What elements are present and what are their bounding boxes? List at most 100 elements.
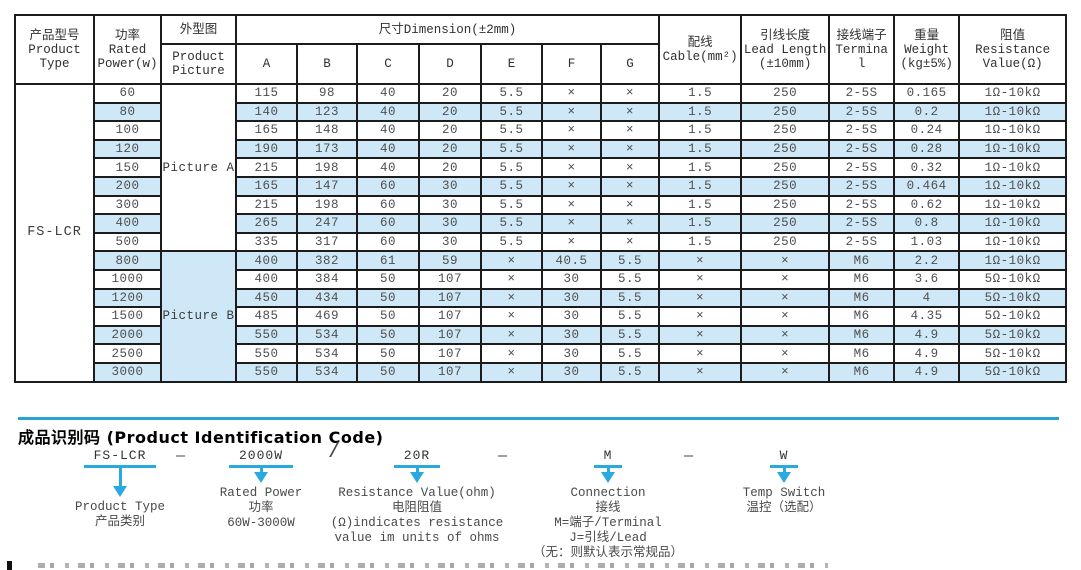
- cell-g: 5.5: [599, 324, 661, 346]
- cell-c: 60: [356, 231, 420, 253]
- code-token-text: FS-LCR: [83, 448, 157, 468]
- cell-lead_length: ×: [740, 306, 831, 327]
- cell-resistance: 1Ω-10kΩ: [958, 138, 1068, 160]
- cell-weight: 0.28: [893, 138, 961, 160]
- cell-lead_length: 250: [740, 138, 831, 160]
- cell-a: 265: [235, 213, 298, 234]
- cell-c: 60: [356, 175, 420, 197]
- cell-c: 60: [356, 213, 420, 234]
- table-row-2000w: 2000 550 534 50 107 × 30 5.5 × × M6 4.9 5Ω-10kΩ: [15, 324, 1068, 346]
- cell-power: 300: [93, 194, 162, 216]
- cell-a: 335: [235, 231, 298, 253]
- cell-a: 550: [235, 361, 298, 383]
- cell-d: 107: [418, 268, 482, 290]
- cell-f: ×: [541, 83, 602, 104]
- cell-weight: 4.9: [893, 343, 961, 364]
- down-arrow-stem: [782, 468, 786, 472]
- code-token-w: W Temp Switch 温控（选配）: [674, 446, 894, 516]
- cell-cable: 1.5: [658, 213, 743, 234]
- header-product-type: 产品型号 Product Type: [14, 14, 95, 85]
- cell-cable: ×: [658, 343, 743, 364]
- header-dim-a: A: [235, 43, 298, 85]
- cell-b: 198: [296, 157, 358, 178]
- table-row-1500w: 1500 485 469 50 107 × 30 5.5 × × M6 4.35 5Ω-10kΩ: [15, 306, 1068, 327]
- cell-e: ×: [480, 306, 543, 327]
- table-row-2500w: 2500 550 534 50 107 × 30 5.5 × × M6 4.9 5Ω-10kΩ: [15, 343, 1068, 364]
- cell-weight: 0.32: [893, 157, 961, 178]
- cell-f: 30: [541, 268, 602, 290]
- cell-c: 40: [356, 120, 420, 141]
- cell-a: 165: [235, 175, 298, 197]
- header-weight: 重量 Weight (kg±5%): [893, 14, 961, 85]
- table-row-80w: 80 140 123 40 20 5.5 × × 1.5 250 2-5S 0.2 1Ω-10kΩ: [15, 101, 1068, 123]
- code-token-labels: Resistance Value(ohm) 电阻阻值 (Ω)indicates re…: [287, 486, 547, 546]
- cell-b: 147: [296, 175, 358, 197]
- code-token-labels: Connection 接线 M=端子/Terminal J=引线/Lead （无：则默认…: [488, 486, 728, 561]
- cell-lead_length: 250: [740, 213, 831, 234]
- header-dim-c: C: [356, 43, 420, 85]
- cell-power: 2500: [93, 343, 162, 364]
- cell-power: 80: [93, 101, 162, 123]
- cell-lead_length: ×: [740, 287, 831, 309]
- token-label-line: 温控（选配）: [746, 501, 822, 515]
- cell-f: ×: [541, 194, 602, 216]
- cell-e: ×: [480, 250, 543, 271]
- cell-d: 107: [418, 361, 482, 383]
- cell-f: ×: [541, 120, 602, 141]
- cell-resistance: 1Ω-10kΩ: [958, 194, 1068, 216]
- cell-power: 1200: [93, 287, 162, 309]
- cell-weight: 1.03: [893, 231, 961, 253]
- code-token-20r: 20R Resistance Value(ohm) 电阻阻值 (Ω)indicates…: [287, 446, 547, 546]
- cell-c: 50: [356, 343, 420, 364]
- cell-f: 30: [541, 287, 602, 309]
- cell-cable: 1.5: [658, 120, 743, 141]
- token-label-line: 60W-3000W: [227, 516, 295, 530]
- token-label-line: Product Type: [74, 500, 165, 514]
- cell-lead_length: ×: [740, 268, 831, 290]
- token-label-line: value im units of ohms: [334, 531, 500, 545]
- cell-terminal: M6: [828, 250, 896, 271]
- cell-terminal: 2-5S: [828, 101, 896, 123]
- header-terminal: 接线端子 Termina l: [828, 14, 896, 85]
- cell-b: 123: [296, 101, 358, 123]
- cell-c: 50: [356, 287, 420, 309]
- header-dim-d: D: [418, 43, 482, 85]
- cell-terminal: M6: [828, 343, 896, 364]
- clipped-footnote-bullet: [7, 561, 12, 570]
- cell-g: 5.5: [599, 306, 661, 327]
- down-arrow-icon: [254, 472, 268, 483]
- cell-c: 40: [356, 101, 420, 123]
- cell-lead_length: ×: [740, 343, 831, 364]
- down-arrow-stem: [415, 468, 419, 472]
- code-separator-dash: —: [684, 448, 694, 465]
- spec-table-body: FS-LCR 60 Picture A 115 98 40 20 5.5 × × 1.5 250 2-5…: [14, 82, 1068, 383]
- code-token-text: M: [593, 448, 623, 468]
- cell-power: 60: [93, 83, 162, 104]
- cell-cable: ×: [658, 250, 743, 271]
- cell-c: 40: [356, 157, 420, 178]
- cell-d: 30: [418, 175, 482, 197]
- cell-f: ×: [541, 231, 602, 253]
- cell-f: ×: [541, 157, 602, 178]
- code-token-labels: Rated Power 功率 60W-3000W: [151, 486, 371, 531]
- cell-cable: ×: [658, 268, 743, 290]
- table-row-100w: 100 165 148 40 20 5.5 × × 1.5 250 2-5S 0.24 1Ω-10kΩ: [15, 120, 1068, 141]
- cell-a: 400: [235, 250, 298, 271]
- cell-power: 1500: [93, 306, 162, 327]
- cell-c: 61: [356, 250, 420, 271]
- token-label-line: Connection: [570, 486, 646, 500]
- cell-terminal: 2-5S: [828, 231, 896, 253]
- cell-resistance: 1Ω-10kΩ: [958, 101, 1068, 123]
- cell-g: ×: [599, 213, 661, 234]
- cell-e: ×: [480, 361, 543, 383]
- cell-cable: ×: [658, 287, 743, 309]
- cell-b: 382: [296, 250, 358, 271]
- cell-lead_length: 250: [740, 120, 831, 141]
- cell-b: 534: [296, 324, 358, 346]
- cell-weight: 0.62: [893, 194, 961, 216]
- cell-g: ×: [599, 83, 661, 104]
- cell-d: 107: [418, 324, 482, 346]
- cell-e: 5.5: [480, 138, 543, 160]
- cell-weight: 0.2: [893, 101, 961, 123]
- cell-b: 98: [296, 83, 358, 104]
